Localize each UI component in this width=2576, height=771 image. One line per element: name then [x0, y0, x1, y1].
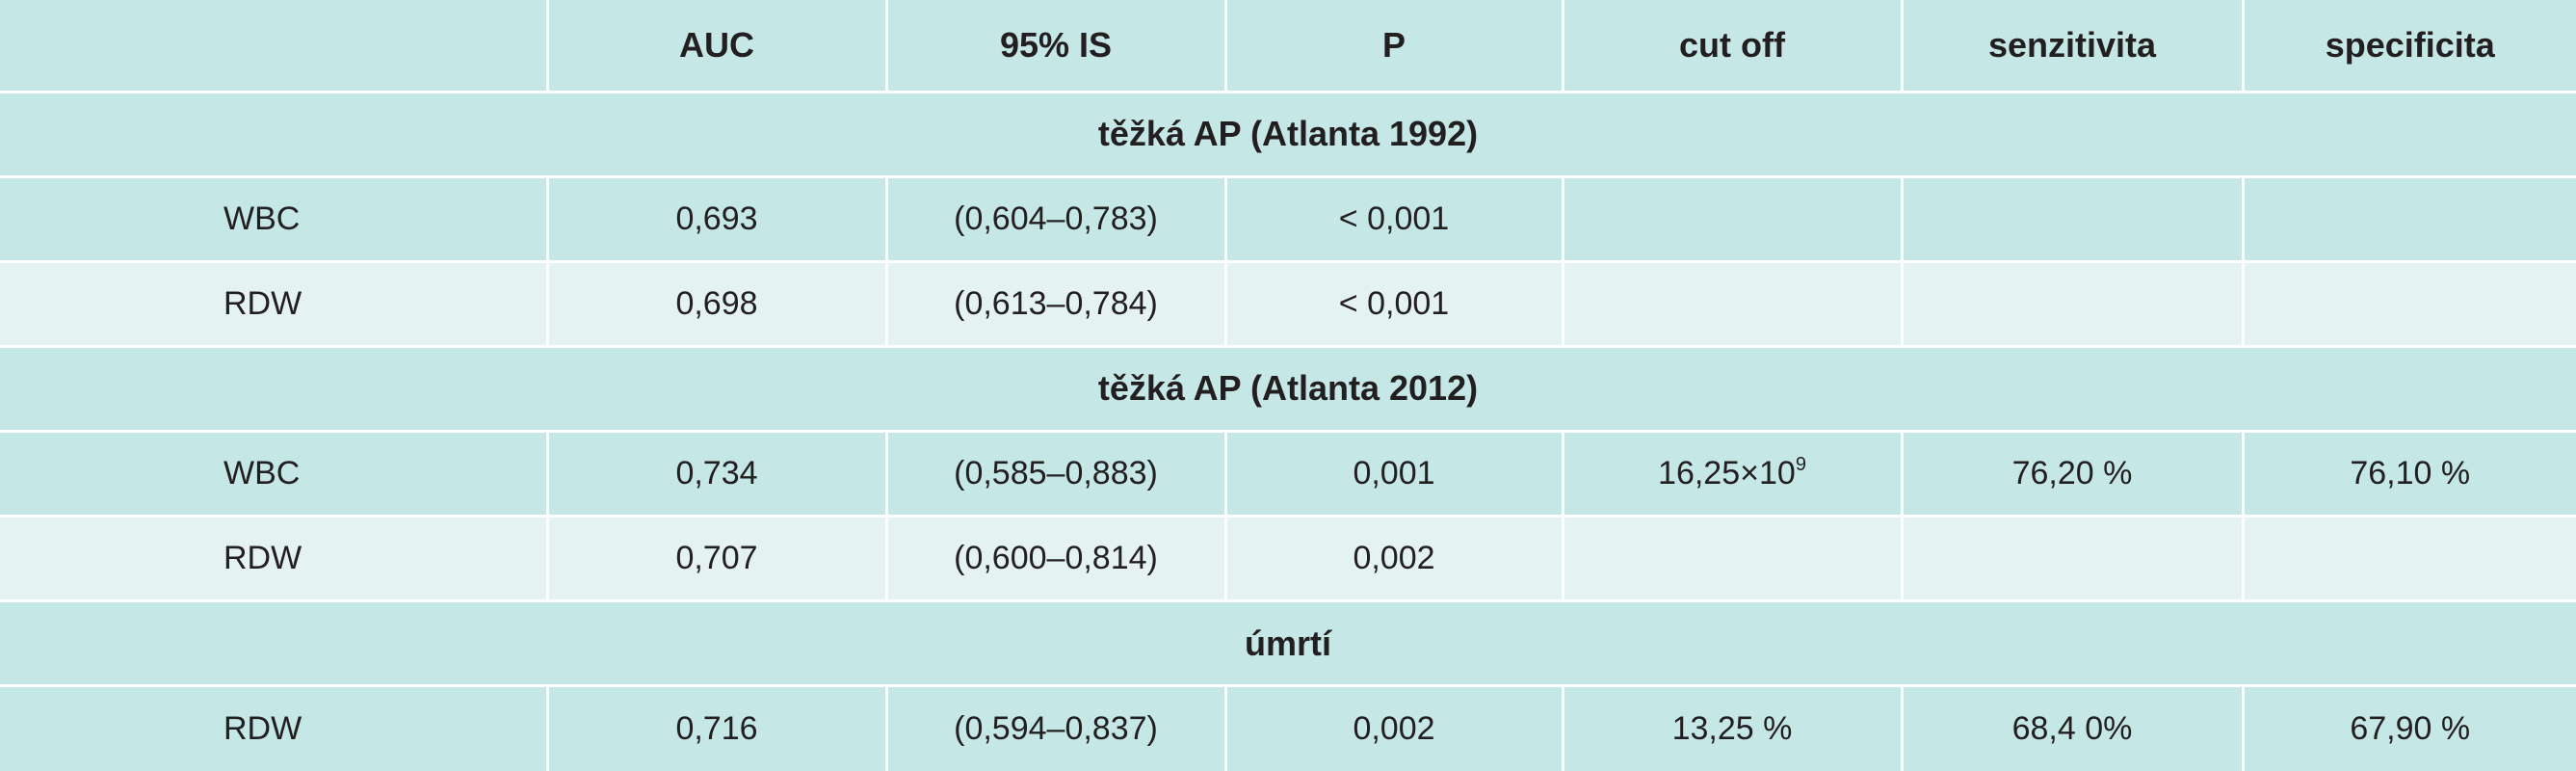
header-sensitivity: senzitivita	[1902, 0, 2245, 93]
sensitivity-cell: 68,4 0%	[1902, 685, 2245, 771]
section-title: těžká AP (Atlanta 2012)	[0, 346, 2576, 434]
auc-cell: 0,734	[547, 431, 888, 518]
cutoff-cell	[1563, 516, 1904, 603]
table-row: RDW 0,716 (0,594–0,837) 0,002 13,25 % 68…	[0, 685, 2576, 771]
header-cutoff: cut off	[1563, 0, 1904, 93]
header-p: P	[1225, 0, 1564, 93]
header-empty	[0, 0, 549, 93]
header-auc: AUC	[547, 0, 888, 93]
table-row: WBC 0,693 (0,604–0,783) < 0,001	[0, 176, 2576, 263]
specificity-cell: 76,10 %	[2243, 431, 2576, 518]
header-row: AUC 95% IS P cut off senzitivita specifi…	[0, 0, 2576, 93]
row-label: RDW	[0, 261, 549, 348]
p-cell: 0,001	[1225, 431, 1564, 518]
header-ci: 95% IS	[886, 0, 1227, 93]
row-label: WBC	[0, 176, 549, 263]
specificity-cell: 67,90 %	[2243, 685, 2576, 771]
sensitivity-cell	[1902, 516, 2245, 603]
ci-cell: (0,600–0,814)	[886, 516, 1227, 603]
auc-cell: 0,698	[547, 261, 888, 348]
specificity-cell	[2243, 516, 2576, 603]
specificity-cell	[2243, 176, 2576, 263]
ci-cell: (0,613–0,784)	[886, 261, 1227, 348]
specificity-cell	[2243, 261, 2576, 348]
p-cell: 0,002	[1225, 516, 1564, 603]
table-row: RDW 0,707 (0,600–0,814) 0,002	[0, 516, 2576, 603]
section-row: těžká AP (Atlanta 2012)	[0, 346, 2576, 434]
table-row: WBC 0,734 (0,585–0,883) 0,001 16,25×109 …	[0, 431, 2576, 518]
row-label: RDW	[0, 516, 549, 603]
auc-cell: 0,707	[547, 516, 888, 603]
section-row: úmrtí	[0, 600, 2576, 688]
section-row: těžká AP (Atlanta 1992)	[0, 92, 2576, 178]
ci-cell: (0,585–0,883)	[886, 431, 1227, 518]
row-label: WBC	[0, 431, 549, 518]
cutoff-cell	[1563, 176, 1904, 263]
sensitivity-cell	[1902, 261, 2245, 348]
sensitivity-cell: 76,20 %	[1902, 431, 2245, 518]
auc-cell: 0,693	[547, 176, 888, 263]
p-cell: 0,002	[1225, 685, 1564, 771]
auc-cell: 0,716	[547, 685, 888, 771]
ci-cell: (0,594–0,837)	[886, 685, 1227, 771]
p-cell: < 0,001	[1225, 261, 1564, 348]
section-title: těžká AP (Atlanta 1992)	[0, 92, 2576, 178]
cutoff-cell	[1563, 261, 1904, 348]
ci-cell: (0,604–0,783)	[886, 176, 1227, 263]
cutoff-cell: 13,25 %	[1563, 685, 1904, 771]
sensitivity-cell	[1902, 176, 2245, 263]
row-label: RDW	[0, 685, 549, 771]
section-title: úmrtí	[0, 600, 2576, 688]
p-cell: < 0,001	[1225, 176, 1564, 263]
table-row: RDW 0,698 (0,613–0,784) < 0,001	[0, 261, 2576, 348]
header-specificity: specificita	[2243, 0, 2576, 93]
cutoff-cell: 16,25×109	[1563, 431, 1904, 518]
